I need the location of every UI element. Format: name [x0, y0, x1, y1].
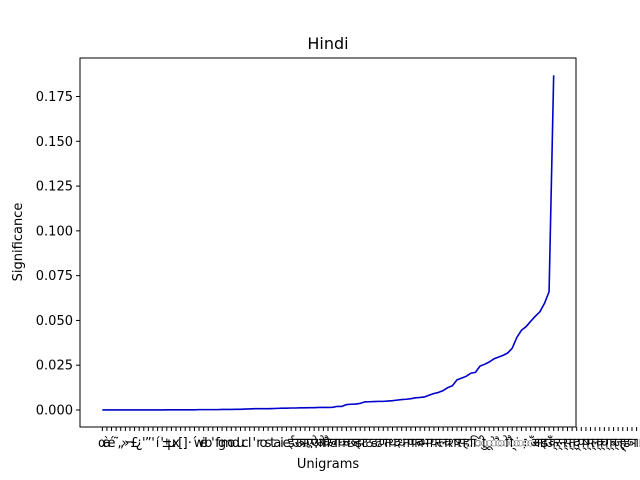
x-tick-label: l	[248, 436, 252, 451]
y-axis-label: Significance	[11, 203, 26, 282]
x-tick-label: '	[151, 436, 155, 451]
y-tick-label: 0.175	[36, 90, 73, 105]
y-tick-label: 0.125	[36, 180, 73, 195]
x-tick-label: '	[211, 436, 215, 451]
y-tick-label: 0.050	[36, 314, 73, 329]
y-tick-label: 0.100	[36, 224, 73, 239]
y-tick-label: 0.025	[36, 359, 73, 374]
y-tick-label: 0.150	[36, 135, 73, 150]
x-tick-label: í	[156, 436, 160, 451]
x-axis-label: Unigrams	[297, 457, 360, 472]
y-tick-label: 0.075	[36, 269, 73, 284]
y-tick-label: 0.000	[36, 403, 73, 418]
chart-title: Hindi	[307, 34, 348, 53]
